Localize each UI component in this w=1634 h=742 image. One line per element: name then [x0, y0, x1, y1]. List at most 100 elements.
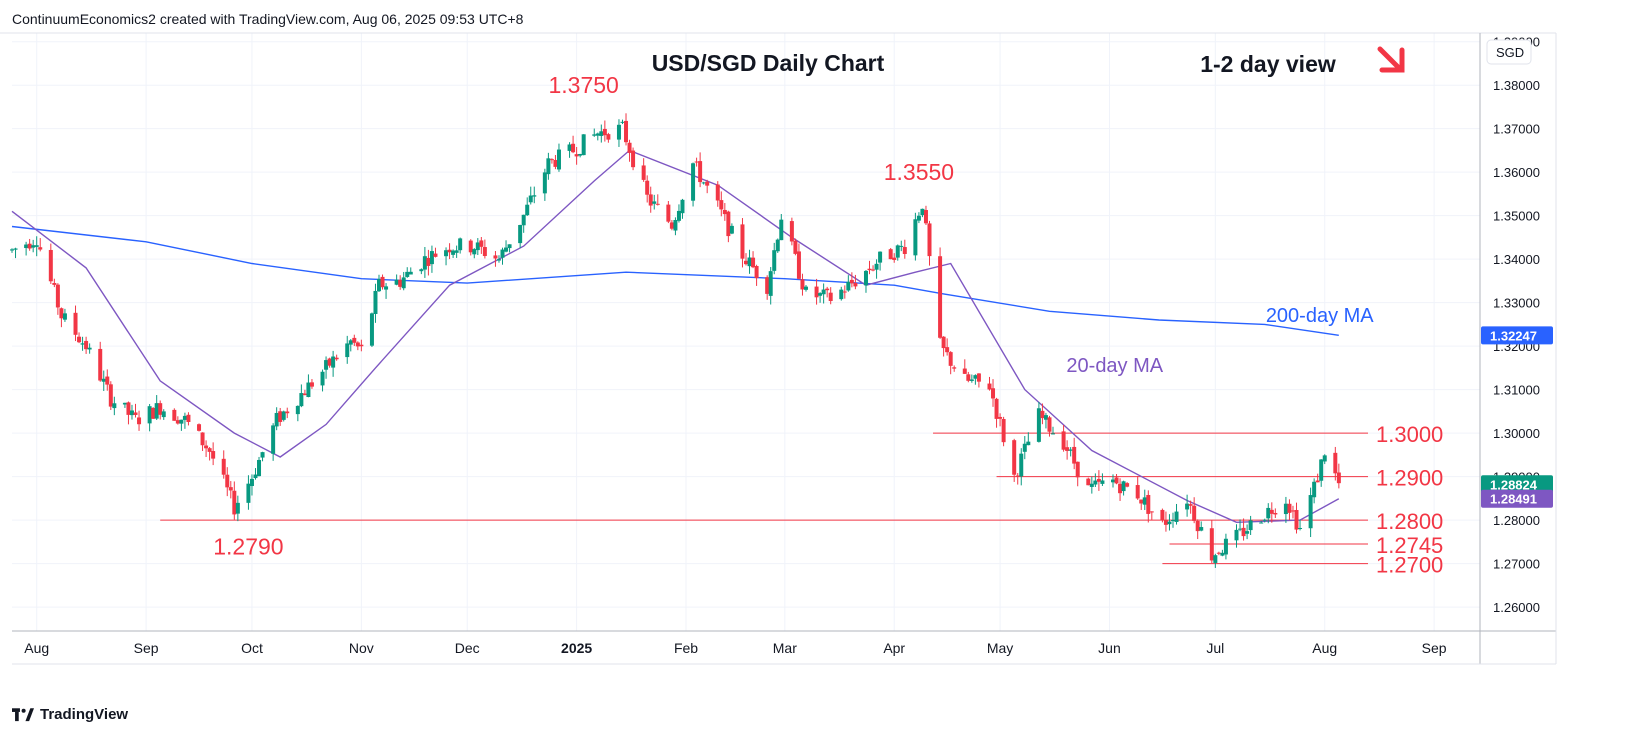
candle-body: [948, 352, 953, 366]
y-tick-label: 1.31000: [1493, 383, 1540, 398]
candle-body: [1192, 505, 1197, 521]
candle-body: [211, 451, 216, 459]
level-label: 1.2900: [1376, 466, 1443, 491]
candle-body: [923, 210, 928, 224]
candle-body: [1068, 449, 1073, 451]
candle-body: [691, 163, 696, 201]
candle-body: [161, 411, 166, 418]
candle-body: [158, 403, 163, 415]
level-label: 1.3000: [1376, 422, 1443, 447]
ma-label: 200-day MA: [1266, 305, 1374, 327]
level-label: 1.2800: [1376, 509, 1443, 534]
candle-body: [602, 128, 607, 136]
candle-body: [789, 221, 794, 242]
candle-body: [73, 312, 78, 335]
candle-body: [888, 249, 893, 260]
ma20-line: [11, 149, 1340, 524]
candle-body: [1111, 479, 1115, 483]
candle-body: [137, 417, 142, 425]
candle-body: [952, 367, 957, 369]
candle-body: [1114, 477, 1119, 484]
y-tick-label: 1.38000: [1493, 78, 1540, 93]
candle-body: [1315, 480, 1320, 483]
candle-body: [1072, 446, 1077, 464]
candle-body: [595, 133, 600, 136]
candle-body: [327, 358, 332, 366]
candle-body: [1185, 503, 1190, 510]
candle-body: [973, 375, 978, 379]
candle-body: [976, 373, 981, 382]
candle-body: [987, 383, 992, 390]
candle-body: [800, 279, 805, 290]
candle-body: [641, 165, 646, 180]
candle-body: [694, 161, 699, 163]
candle-body: [500, 249, 505, 258]
candle-body: [126, 402, 131, 415]
candle-body: [542, 172, 547, 194]
candle-body: [112, 403, 117, 409]
candle-body: [493, 255, 498, 259]
candle-body: [1163, 519, 1168, 525]
candle-body: [1308, 495, 1313, 529]
candle-body: [863, 270, 868, 286]
candle-body: [941, 336, 946, 349]
candle-body: [1283, 503, 1288, 515]
candle-body: [1022, 443, 1027, 452]
candle-body: [179, 419, 184, 424]
candle-body: [496, 259, 501, 261]
candle-body: [235, 502, 240, 514]
ma200-line: [11, 225, 1339, 336]
candle-body: [1061, 431, 1066, 450]
candle-body: [1216, 552, 1221, 554]
ma20-line-layer: [11, 149, 1340, 524]
candle-body: [624, 120, 629, 143]
candle-body: [839, 289, 844, 300]
candle-body: [228, 487, 233, 491]
candle-body: [620, 121, 625, 123]
candle-body: [578, 154, 583, 156]
candle-body: [1266, 507, 1271, 519]
candle-body: [1121, 481, 1126, 492]
candle-body: [454, 250, 459, 253]
candle-body: [331, 356, 336, 368]
candle-body: [969, 379, 974, 381]
candle-body: [1195, 520, 1200, 532]
candle-body: [377, 278, 381, 292]
candle-body: [175, 420, 180, 424]
candle-body: [765, 277, 770, 294]
candle-body: [518, 225, 523, 244]
candle-body: [1262, 519, 1267, 521]
y-tick-label: 1.36000: [1493, 165, 1540, 180]
candle-body: [991, 388, 996, 399]
candle-body: [726, 211, 731, 237]
candle-body: [1040, 410, 1045, 419]
candle-body: [553, 159, 558, 167]
candle-body: [38, 247, 43, 250]
candle-body: [472, 249, 477, 255]
candle-body: [669, 222, 674, 229]
price-tag-text: 1.28491: [1490, 492, 1537, 507]
price-tag: [1481, 489, 1553, 508]
x-tick-label: Jul: [1206, 640, 1224, 656]
candle-body: [373, 290, 378, 314]
candle-body: [525, 204, 530, 216]
candle-body: [507, 244, 512, 249]
candle-body: [27, 243, 32, 249]
candle-body: [34, 245, 39, 247]
candle-body: [779, 219, 784, 241]
candle-body: [606, 134, 611, 140]
candle-body: [1093, 480, 1098, 485]
candle-body: [355, 342, 360, 347]
candle-body: [892, 257, 897, 260]
candle-body: [302, 393, 307, 396]
candle-body: [408, 271, 413, 275]
candle-body: [793, 240, 798, 254]
candle-body: [994, 398, 999, 419]
x-tick-label: Feb: [674, 640, 698, 656]
candle-body: [309, 382, 314, 387]
candle-body: [1174, 511, 1179, 522]
candle-body: [1086, 478, 1091, 486]
candle-body: [246, 483, 251, 503]
